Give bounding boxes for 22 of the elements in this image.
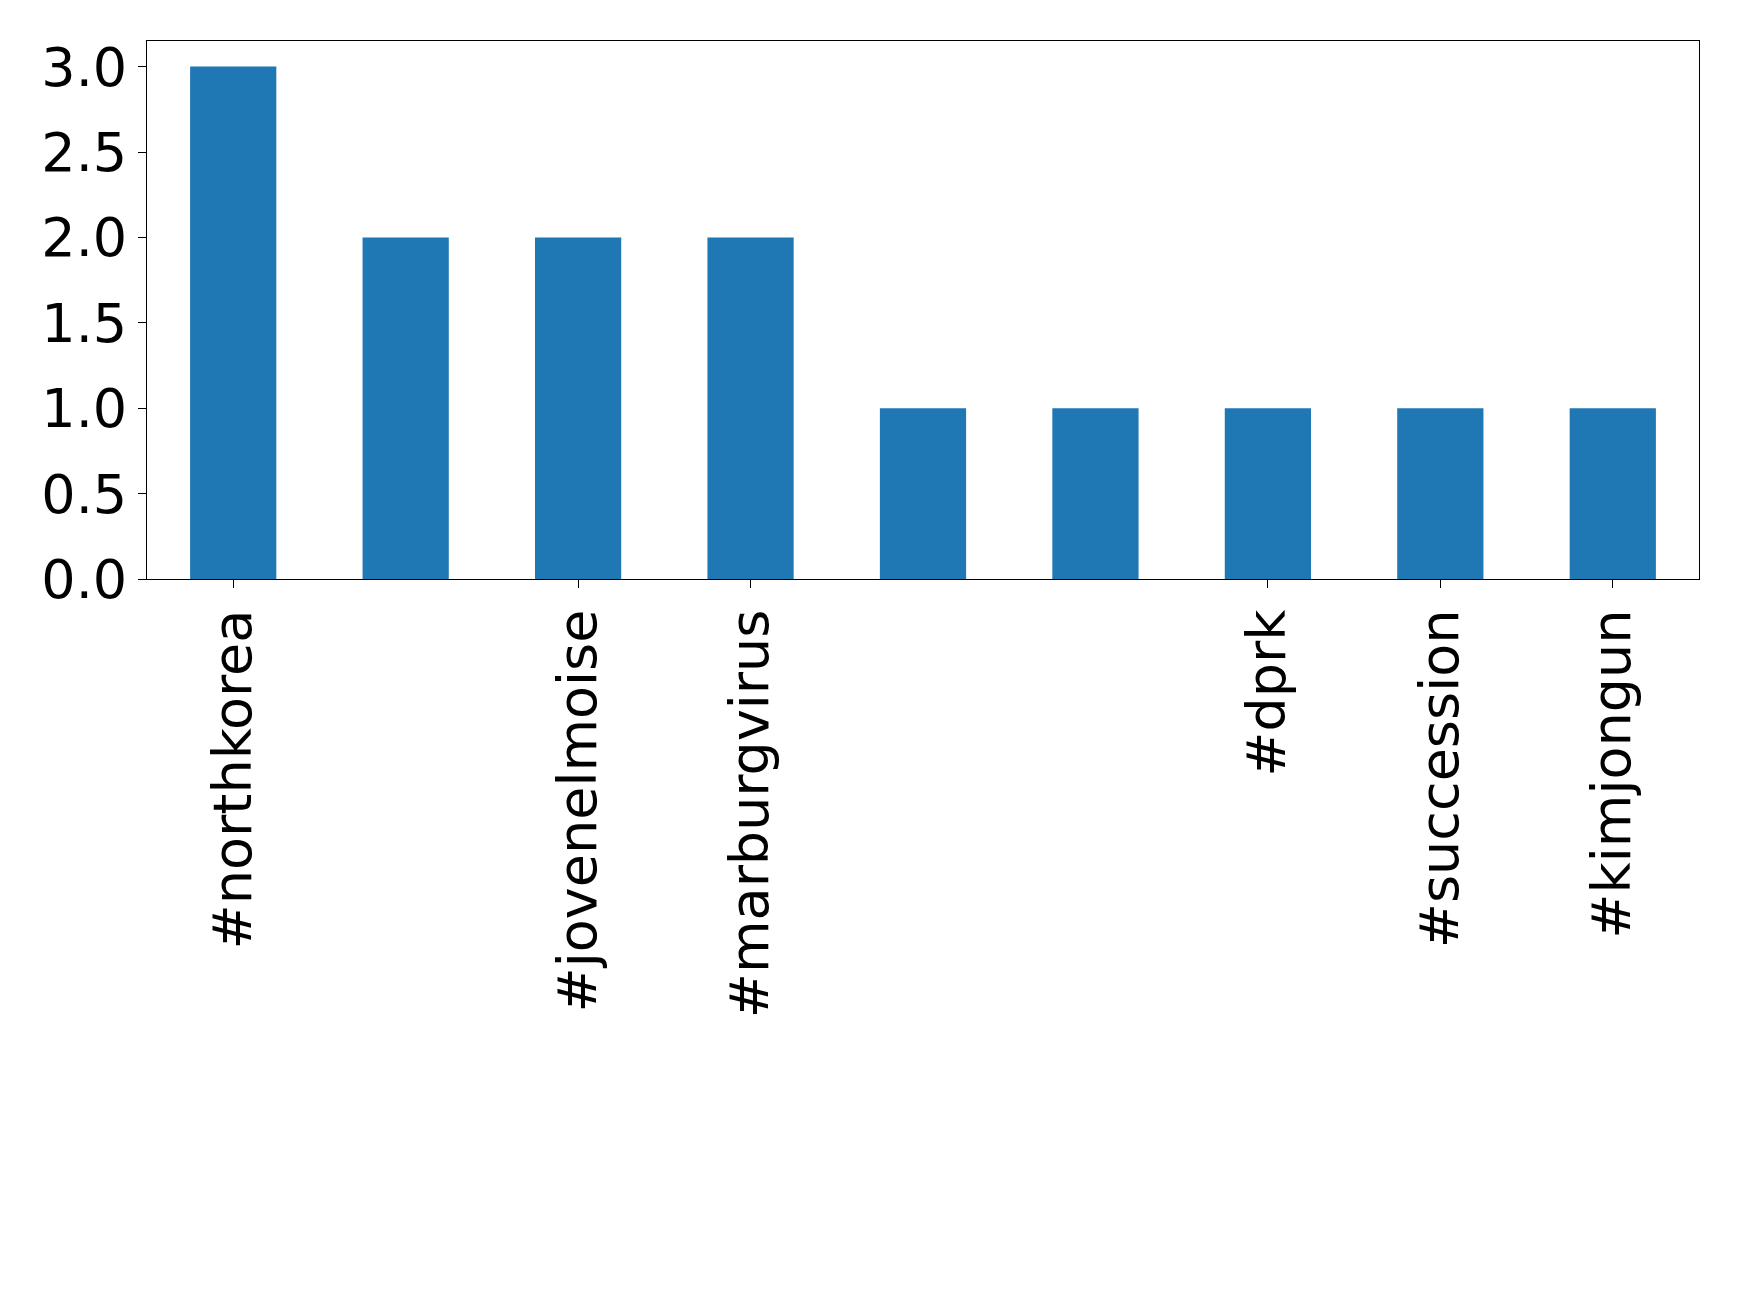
bar: [1052, 408, 1139, 579]
y-tick-label: 0.0: [41, 547, 128, 611]
bar: [362, 237, 449, 579]
bar: [1397, 408, 1484, 579]
y-tick-label: 3.0: [41, 35, 128, 99]
bar: [1224, 408, 1311, 579]
x-tick-label: #jovenelmoise: [545, 609, 609, 1013]
y-tick-label: 0.5: [41, 462, 128, 526]
bar: [1569, 408, 1656, 579]
x-tick-label: #marburgvirus: [718, 609, 782, 1019]
x-tick-label: #succession: [1407, 609, 1471, 949]
bar: [707, 237, 794, 579]
x-tick-label: #kimjongun: [1580, 609, 1644, 939]
y-tick-label: 2.5: [41, 120, 128, 184]
bar: [190, 66, 277, 579]
x-tick-label: #dprk: [1235, 608, 1299, 777]
y-tick-label: 1.5: [41, 291, 128, 355]
x-tick-label: #northkorea: [200, 609, 264, 950]
bar: [879, 408, 967, 579]
y-tick-label: 2.0: [41, 206, 128, 270]
bar: [535, 237, 622, 579]
y-tick-label: 1.0: [41, 377, 128, 441]
